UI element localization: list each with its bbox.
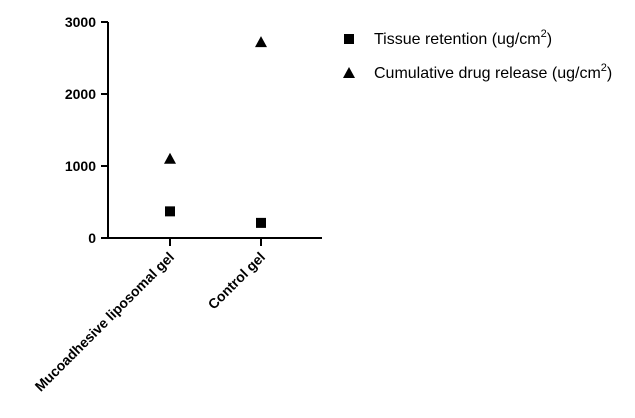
legend-label: Tissue retention (ug/cm2): [374, 28, 552, 48]
cumulative-release-point: [255, 36, 267, 48]
y-tick-label: 0: [88, 230, 96, 246]
cumulative-release-point: [164, 152, 176, 164]
legend: Tissue retention (ug/cm2) Cumulative drug…: [343, 28, 612, 82]
y-tick-label: 1000: [65, 158, 96, 174]
axes: [107, 22, 322, 239]
x-category-label: Control gel: [205, 249, 269, 313]
tissue-retention-point: [165, 206, 175, 217]
legend-marker-square: [344, 34, 354, 44]
x-ticks: Mucoadhesive liposomal gel Control gel: [32, 238, 269, 395]
data-points: [164, 36, 267, 228]
y-tick-label: 3000: [65, 14, 96, 30]
y-ticks: 0 1000 2000 3000: [65, 14, 108, 246]
tissue-retention-point: [256, 217, 266, 228]
y-tick-label: 2000: [65, 86, 96, 102]
legend-label: Cumulative drug release (ug/cm2): [374, 62, 612, 82]
legend-marker-triangle: [343, 67, 355, 78]
x-category-label: Mucoadhesive liposomal gel: [32, 249, 178, 395]
